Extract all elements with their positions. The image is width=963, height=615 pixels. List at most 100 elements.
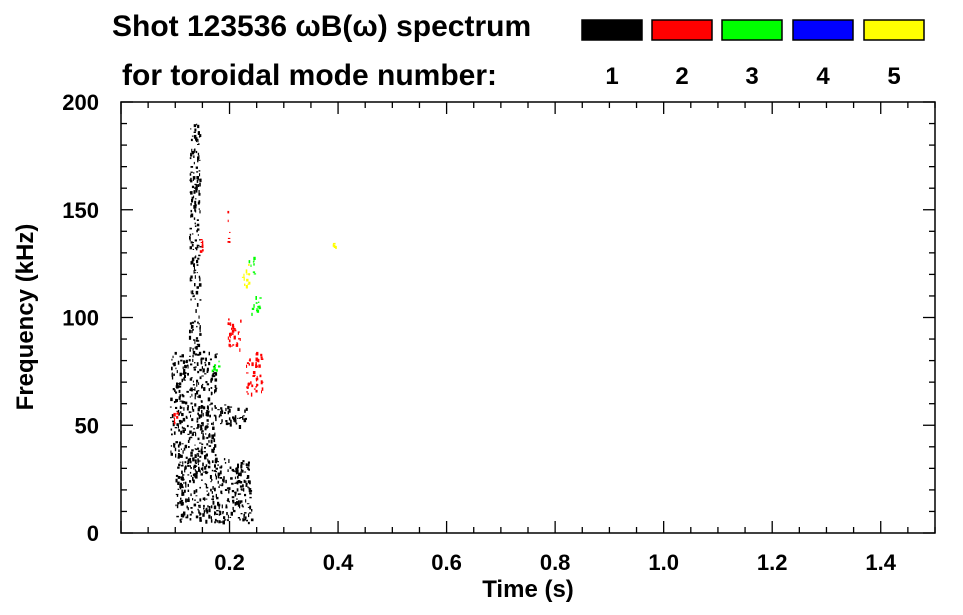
spectrum-point-mode-1 xyxy=(212,501,215,505)
spectrum-point-mode-1 xyxy=(201,422,204,425)
spectrum-point-mode-1 xyxy=(199,134,202,137)
spectrum-point-mode-1 xyxy=(208,434,211,438)
spectrum-point-mode-1 xyxy=(221,419,223,423)
y-tick-label: 50 xyxy=(75,413,99,438)
spectrum-point-mode-1 xyxy=(205,357,207,362)
spectrum-point-mode-1 xyxy=(197,450,201,453)
spectrum-point-mode-1 xyxy=(247,467,250,470)
spectrum-point-mode-3 xyxy=(257,305,260,308)
spectrum-point-mode-1 xyxy=(196,286,199,289)
spectrum-point-mode-1 xyxy=(195,489,198,493)
spectrum-point-mode-1 xyxy=(205,519,208,524)
spectrum-point-mode-1 xyxy=(215,493,217,498)
spectrum-point-mode-1 xyxy=(213,438,216,443)
spectrum-point-mode-1 xyxy=(194,353,198,356)
spectrum-point-mode-1 xyxy=(190,451,193,454)
spectrum-point-mode-1 xyxy=(198,415,201,419)
spectrum-point-mode-1 xyxy=(206,383,210,386)
spectrum-point-mode-2 xyxy=(255,365,258,368)
spectrum-point-mode-1 xyxy=(235,481,238,484)
spectrum-point-mode-1 xyxy=(198,414,201,417)
spectrum-point-mode-1 xyxy=(244,512,247,514)
spectrum-point-mode-1 xyxy=(189,329,191,334)
spectrum-point-mode-1 xyxy=(172,420,175,423)
spectrum-point-mode-1 xyxy=(194,271,196,274)
spectrum-point-mode-3 xyxy=(213,369,216,371)
spectrum-point-mode-1 xyxy=(220,521,223,523)
spectrum-point-mode-1 xyxy=(203,504,205,508)
x-axis-title: Time (s) xyxy=(482,576,574,603)
spectrum-point-mode-1 xyxy=(187,474,190,476)
spectrum-point-mode-1 xyxy=(195,189,198,193)
spectrum-point-mode-2 xyxy=(229,231,231,233)
spectrum-point-mode-1 xyxy=(217,480,219,484)
x-tick-label: 1.0 xyxy=(648,550,679,575)
spectrum-point-mode-3 xyxy=(218,360,220,363)
legend-swatch-4 xyxy=(792,19,854,41)
spectrum-point-mode-1 xyxy=(194,396,196,400)
spectrum-point-mode-1 xyxy=(191,419,193,421)
x-tick-label: 1.4 xyxy=(865,550,896,575)
spectrum-point-mode-1 xyxy=(176,515,179,518)
spectrum-point-mode-1 xyxy=(187,364,189,369)
spectrum-point-mode-1 xyxy=(213,375,216,378)
spectrum-point-mode-1 xyxy=(194,499,196,501)
spectrum-point-mode-1 xyxy=(193,490,196,495)
spectrum-point-mode-1 xyxy=(187,464,190,467)
spectrum-point-mode-1 xyxy=(179,394,181,398)
spectrum-point-mode-1 xyxy=(207,419,209,422)
spectrum-point-mode-1 xyxy=(227,410,229,415)
spectrum-point-mode-1 xyxy=(235,467,238,470)
spectrum-point-mode-1 xyxy=(180,454,183,458)
spectrum-point-mode-1 xyxy=(197,412,199,415)
spectrum-point-mode-2 xyxy=(256,378,257,382)
spectrum-point-mode-1 xyxy=(198,143,200,145)
spectrum-point-mode-1 xyxy=(190,475,192,477)
spectrum-point-mode-3 xyxy=(251,307,255,310)
spectrum-point-mode-1 xyxy=(177,453,180,455)
spectrum-point-mode-1 xyxy=(184,428,186,431)
spectrum-point-mode-1 xyxy=(177,360,180,365)
spectrum-point-mode-1 xyxy=(188,437,191,441)
spectrum-point-mode-1 xyxy=(217,461,219,463)
spectrum-point-mode-1 xyxy=(180,513,183,517)
spectrum-point-mode-1 xyxy=(212,426,215,430)
spectrum-point-mode-1 xyxy=(249,492,252,495)
spectrum-point-mode-1 xyxy=(197,390,200,392)
spectrum-point-mode-1 xyxy=(174,362,176,367)
spectrum-point-mode-1 xyxy=(180,359,183,362)
spectrum-point-mode-1 xyxy=(211,422,213,425)
spectrum-point-mode-1 xyxy=(190,209,193,213)
spectrum-point-mode-1 xyxy=(204,446,206,449)
spectrum-point-mode-1 xyxy=(194,275,196,279)
spectrum-point-mode-1 xyxy=(214,444,217,448)
spectrum-point-mode-1 xyxy=(234,417,237,422)
spectrum-point-mode-1 xyxy=(242,484,244,488)
spectrum-point-mode-1 xyxy=(215,353,218,355)
spectrum-point-mode-1 xyxy=(245,499,247,503)
spectrum-point-mode-2 xyxy=(246,391,248,393)
spectrum-point-mode-1 xyxy=(197,144,199,145)
spectrum-point-mode-1 xyxy=(214,518,217,522)
spectrum-point-mode-1 xyxy=(204,373,207,375)
spectrum-point-mode-2 xyxy=(250,381,252,385)
spectrum-point-mode-1 xyxy=(211,498,214,500)
spectrum-point-mode-1 xyxy=(196,303,199,307)
spectrum-point-mode-1 xyxy=(209,414,211,418)
spectrum-point-mode-1 xyxy=(237,463,239,466)
spectrum-point-mode-1 xyxy=(215,417,217,422)
spectrum-point-mode-1 xyxy=(174,447,177,452)
spectrum-point-mode-1 xyxy=(237,407,240,411)
spectrum-point-mode-1 xyxy=(243,518,247,521)
spectrum-point-mode-1 xyxy=(190,166,194,168)
spectrum-point-mode-1 xyxy=(215,387,218,390)
spectrum-point-mode-1 xyxy=(202,350,206,354)
spectrum-point-mode-1 xyxy=(190,387,193,391)
spectrum-point-mode-1 xyxy=(175,367,177,370)
spectrum-point-mode-1 xyxy=(202,422,204,427)
spectrum-point-mode-1 xyxy=(191,243,194,247)
spectrum-point-mode-1 xyxy=(209,475,212,479)
y-tick-label: 200 xyxy=(62,90,99,115)
spectrum-point-mode-1 xyxy=(183,407,185,411)
spectrum-point-mode-1 xyxy=(197,234,199,236)
